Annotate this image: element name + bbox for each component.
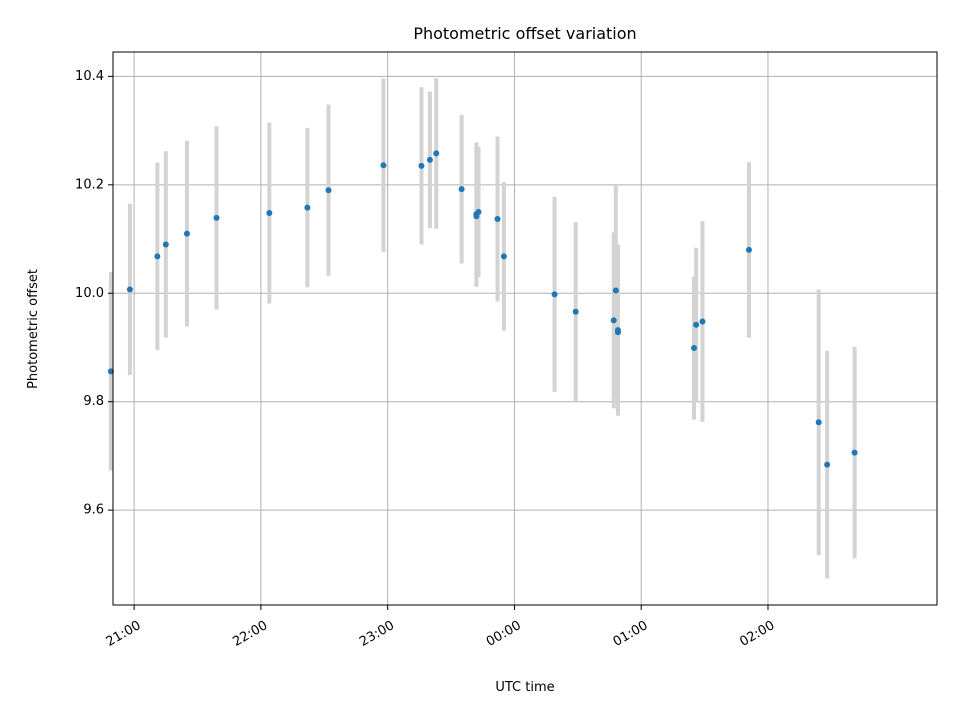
x-axis-label: UTC time [495,680,554,695]
x-tick-label: 23:00 [357,618,397,650]
data-point [693,321,700,328]
data-point [418,162,425,169]
y-tick-label: 10.4 [75,69,104,84]
data-point [610,317,617,324]
data-point [691,345,698,352]
data-point [699,318,706,325]
data-point [612,287,619,294]
data-point [494,215,501,222]
data-point [458,186,465,193]
plot-frame [112,51,938,606]
data-point [304,204,311,211]
data-point [107,368,114,375]
data-point [851,449,858,456]
data-point [815,419,822,426]
data-point [162,241,169,248]
data-point [266,210,273,217]
x-tick-label: 01:00 [611,618,651,650]
data-point [154,253,161,260]
data-point [213,214,220,221]
data-point [126,286,133,293]
error-bars [108,78,857,579]
chart-title: Photometric offset variation [413,24,636,43]
data-point [824,461,831,468]
x-tick-label: 00:00 [484,618,524,650]
data-point [380,162,387,169]
x-tick-label: 02:00 [737,618,777,650]
axis-ticks: 21:00 22:00 23:00 00:00 01:00 02:00 9.6 9.8 10.0… [75,69,777,650]
y-tick-label: 9.8 [83,394,104,409]
x-tick-label: 22:00 [230,618,270,650]
x-tick-label: 21:00 [104,618,144,650]
data-point [433,150,440,157]
y-tick-label: 10.0 [75,286,104,301]
y-tick-label: 10.2 [75,177,104,192]
data-point [475,208,482,215]
data-points [107,150,858,468]
data-point [614,329,621,336]
y-axis-label: Photometric offset [26,269,41,389]
y-tick-label: 9.6 [83,503,104,518]
data-point [325,187,332,194]
data-point [572,308,579,315]
data-point [500,253,507,260]
data-point [745,246,752,253]
data-point [551,291,558,298]
data-point [426,156,433,163]
data-point [183,230,190,237]
grid-lines [113,52,937,605]
